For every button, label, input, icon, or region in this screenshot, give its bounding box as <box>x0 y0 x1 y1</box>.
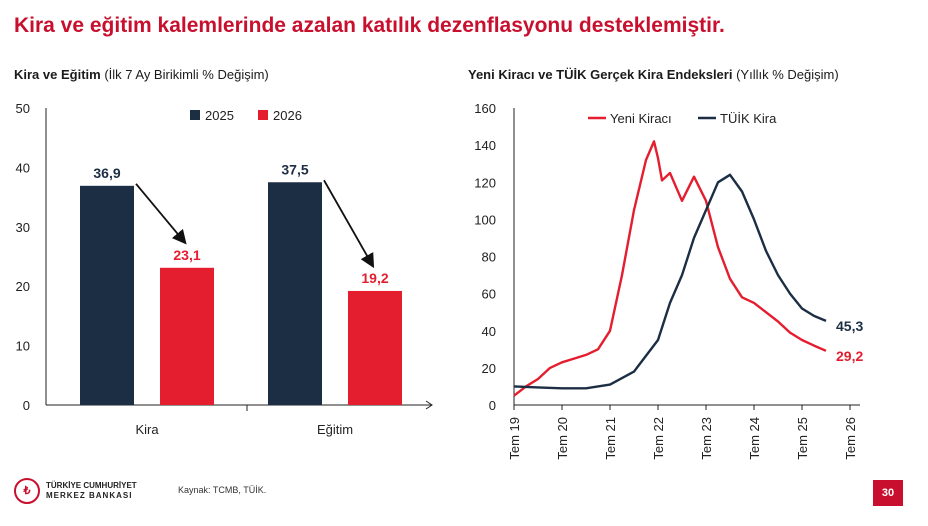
logo-line-1: TÜRKİYE CUMHURİYET <box>46 481 137 490</box>
page-number: 30 <box>873 480 903 506</box>
legend-swatch-2025 <box>190 110 200 120</box>
x-tick-label: Tem 21 <box>603 417 618 460</box>
bar-2025-Eğitim <box>268 182 322 405</box>
x-tick-label: Tem 26 <box>843 417 858 460</box>
x-category-label: Kira <box>135 422 159 437</box>
tcmb-logo-icon: ₺ <box>14 478 40 504</box>
y-tick-label: 160 <box>474 101 496 116</box>
y-tick-label: 0 <box>489 398 496 413</box>
x-tick-label: Tem 20 <box>555 417 570 460</box>
series-end-label: 29,2 <box>836 348 863 364</box>
right-chart-title: Yeni Kiracı ve TÜİK Gerçek Kira Endeksle… <box>468 67 839 82</box>
y-tick-label: 0 <box>23 398 30 413</box>
bar-data-label: 19,2 <box>361 270 388 286</box>
right-chart-title-rest: (Yıllık % Değişim) <box>732 67 839 82</box>
x-tick-label: Tem 24 <box>747 417 762 460</box>
bar-2026-Kira <box>160 267 214 405</box>
source-note: Kaynak: TCMB, TÜİK. <box>178 485 267 495</box>
bar-2026-Eğitim <box>348 290 402 405</box>
series-end-label: 45,3 <box>836 318 863 334</box>
x-tick-label: Tem 19 <box>507 417 522 460</box>
bar-data-label: 36,9 <box>93 165 120 181</box>
bar-2025-Kira <box>80 185 134 405</box>
y-tick-label: 100 <box>474 212 496 227</box>
y-tick-label: 20 <box>482 361 496 376</box>
legend-label: TÜİK Kira <box>720 111 777 126</box>
y-tick-label: 30 <box>16 220 30 235</box>
y-tick-label: 120 <box>474 175 496 190</box>
decline-arrow-icon <box>135 183 187 245</box>
y-tick-label: 20 <box>16 279 30 294</box>
y-tick-label: 40 <box>482 324 496 339</box>
legend-swatch-2026 <box>258 110 268 120</box>
x-category-label: Eğitim <box>317 422 353 437</box>
left-chart-title: Kira ve Eğitim (İlk 7 Ay Birikimli % Değ… <box>14 67 269 82</box>
y-tick-label: 80 <box>482 250 496 265</box>
x-axis-arrow-icon <box>425 400 433 410</box>
x-tick-label: Tem 23 <box>699 417 714 460</box>
x-tick-label: Tem 25 <box>795 417 810 460</box>
left-chart-title-rest: (İlk 7 Ay Birikimli % Değişim) <box>100 67 269 82</box>
y-tick-label: 10 <box>16 339 30 354</box>
central-bank-logo: ₺ TÜRKİYE CUMHURİYET MERKEZ BANKASI <box>14 478 154 508</box>
decline-arrow-icon <box>323 179 375 269</box>
slide-headline: Kira ve eğitim kalemlerinde azalan katıl… <box>14 14 725 37</box>
legend-label: 2025 <box>205 108 234 123</box>
y-tick-label: 40 <box>16 160 30 175</box>
bar-data-label: 37,5 <box>281 161 308 177</box>
x-tick-label: Tem 22 <box>651 417 666 460</box>
right-chart-title-bold: Yeni Kiracı ve TÜİK Gerçek Kira Endeksle… <box>468 67 733 82</box>
y-tick-label: 60 <box>482 287 496 302</box>
y-tick-label: 140 <box>474 138 496 153</box>
legend-label: Yeni Kiracı <box>610 111 672 126</box>
bar-data-label: 23,1 <box>173 247 200 263</box>
legend-label: 2026 <box>273 108 302 123</box>
y-tick-label: 50 <box>16 101 30 116</box>
series-line-Yeni Kiracı <box>513 140 827 397</box>
left-chart-title-bold: Kira ve Eğitim <box>14 67 101 82</box>
logo-line-2: MERKEZ BANKASI <box>46 491 133 500</box>
series-line-TÜİK Kira <box>513 173 827 390</box>
